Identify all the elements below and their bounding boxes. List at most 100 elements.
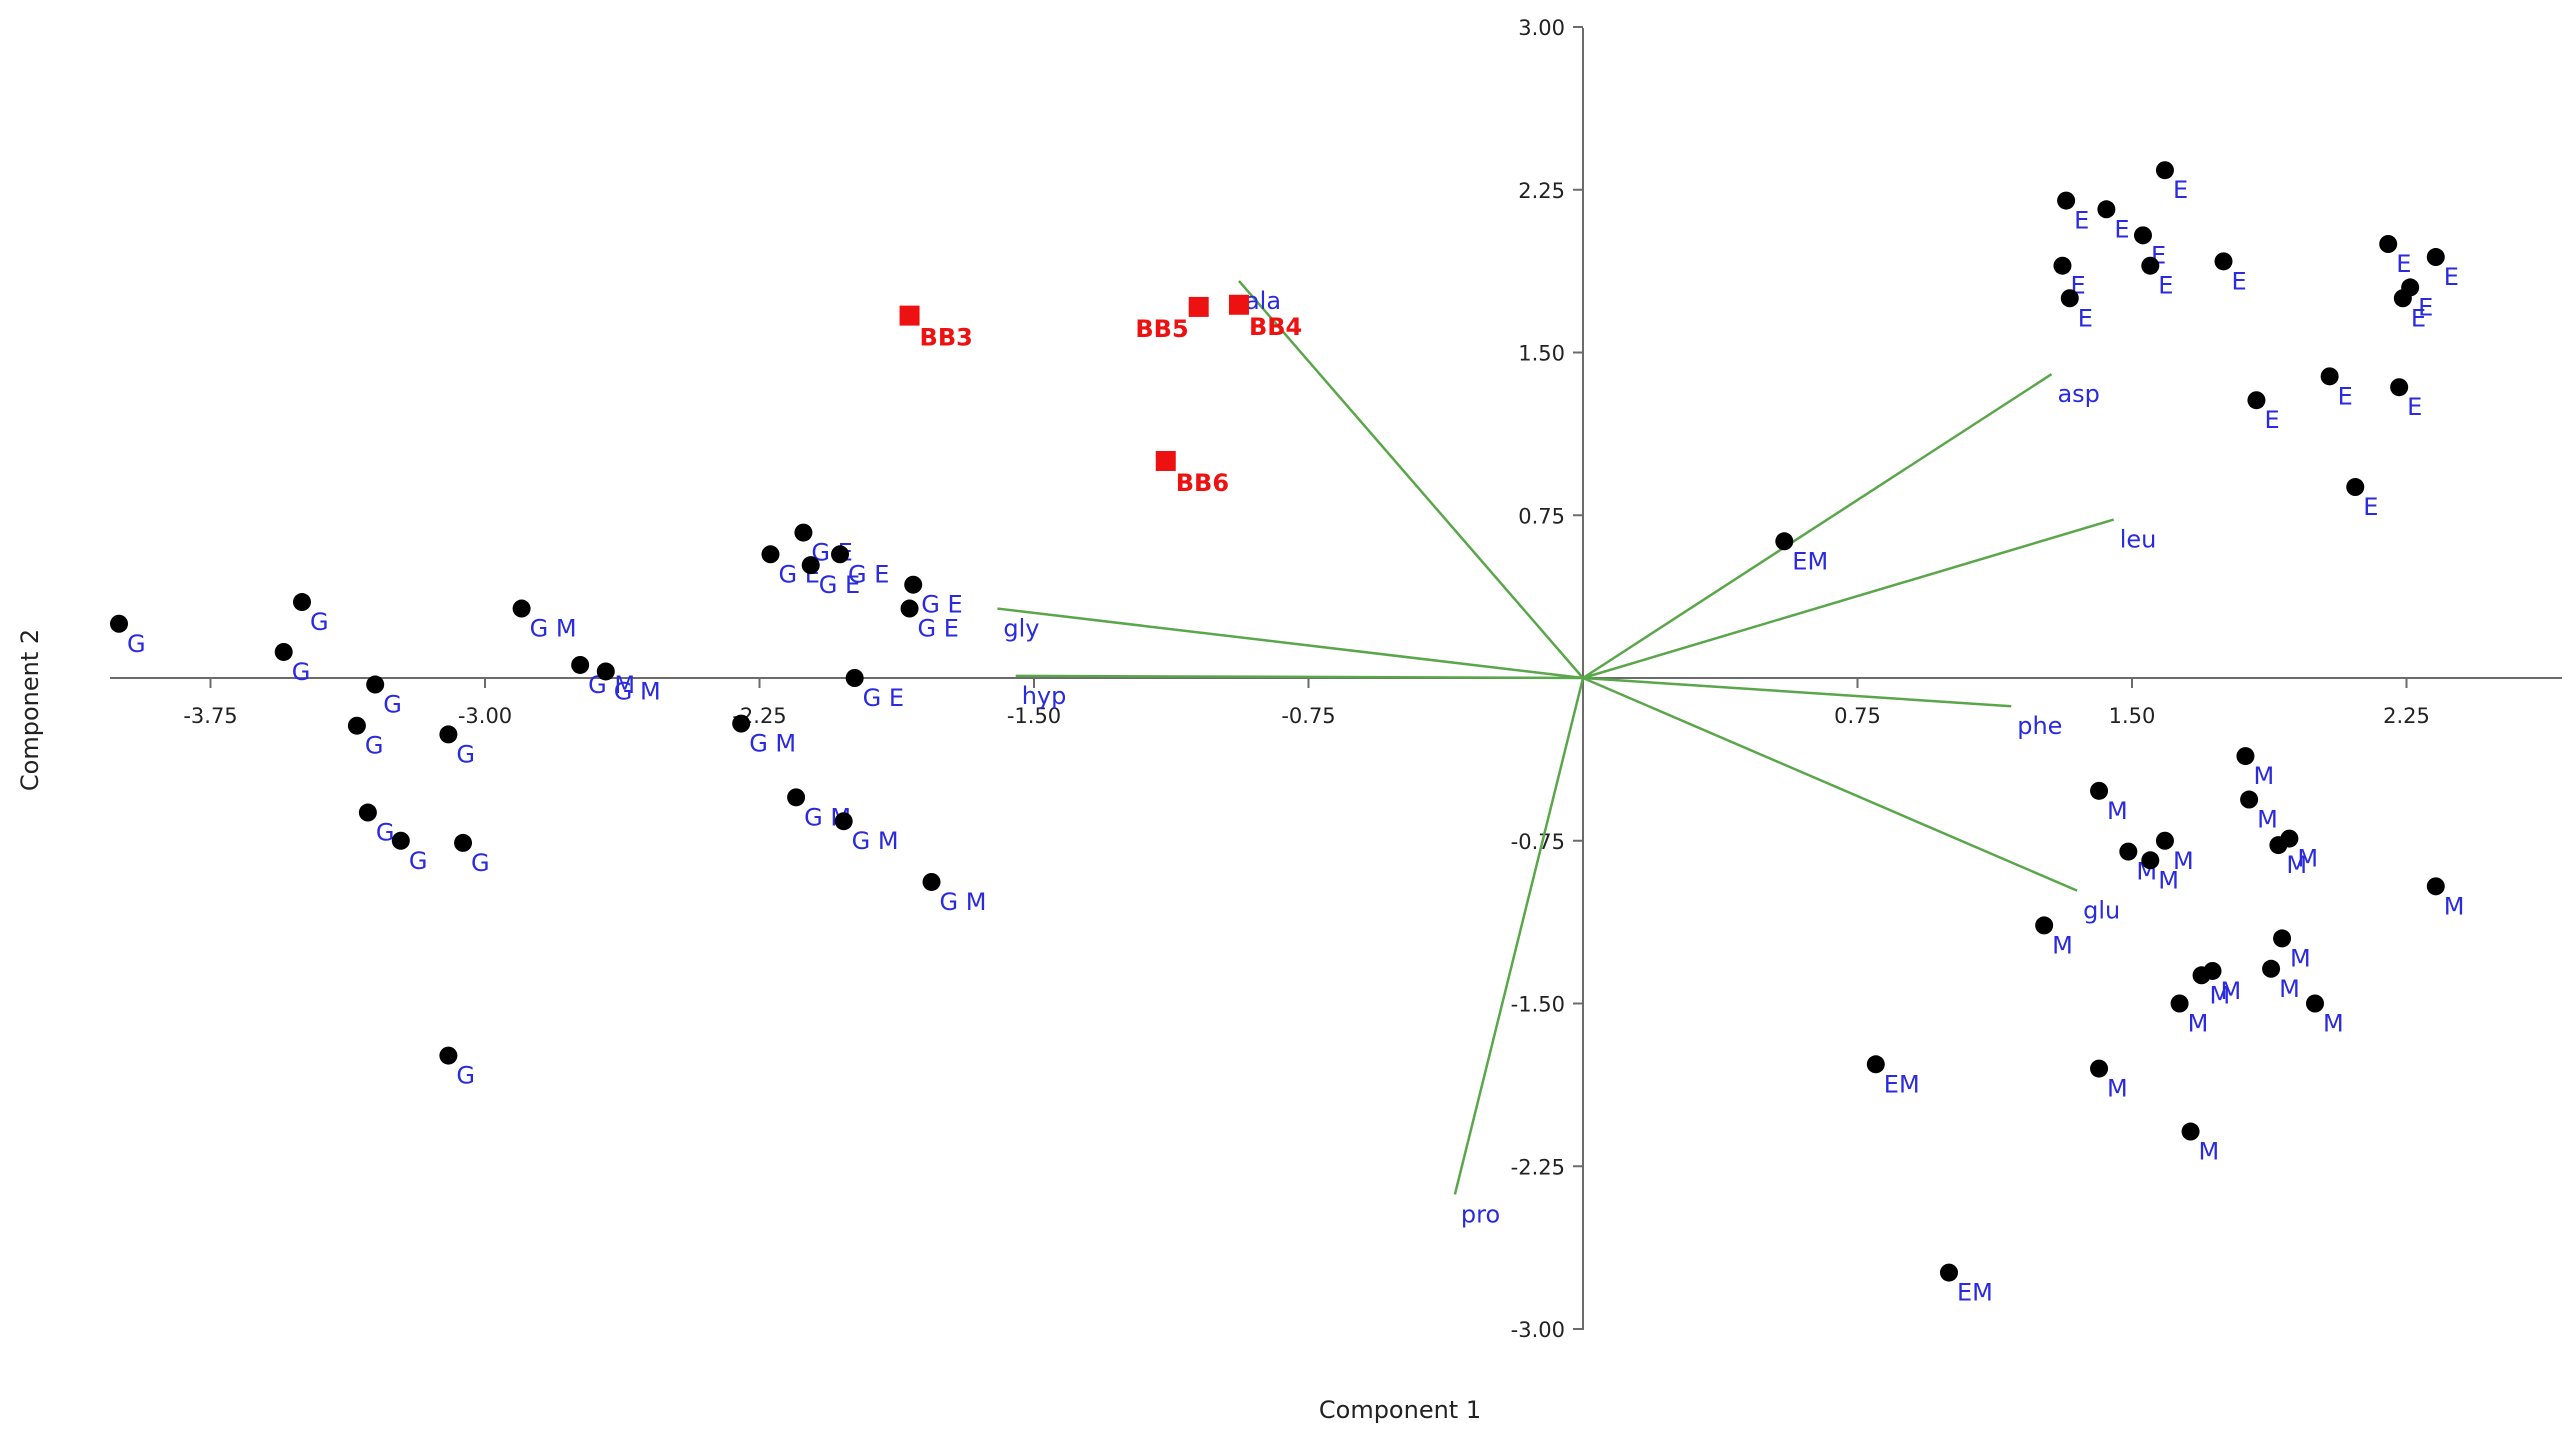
loading-label-hyp: hyp xyxy=(1022,682,1067,710)
sample-point xyxy=(845,669,864,687)
sample-point-label: E xyxy=(2444,263,2459,291)
sample-point-label: G xyxy=(376,819,395,847)
loading-label-glu: glu xyxy=(2083,897,2120,925)
sample-point xyxy=(512,599,531,618)
x-tick-label: -3.00 xyxy=(458,704,512,728)
sample-point-label: M xyxy=(2188,1010,2209,1038)
sample-point-label: M xyxy=(2279,975,2300,1003)
sample-point xyxy=(2320,367,2339,386)
sample-point-label: G xyxy=(310,608,329,636)
y-tick-label: -3.00 xyxy=(1511,1318,1565,1342)
loading-label-pro: pro xyxy=(1461,1200,1500,1228)
sample-point-label: G E xyxy=(918,615,959,643)
sample-point-label: G xyxy=(292,658,311,686)
sample-point-label: EM xyxy=(1957,1279,1993,1307)
sample-point xyxy=(2133,226,2152,245)
sample-point xyxy=(831,545,850,564)
sample-point-label: M xyxy=(2052,931,2073,959)
reference-marker-bb5 xyxy=(1188,296,1209,317)
loading-line-asp xyxy=(1582,373,2053,680)
x-tick-label: 0.75 xyxy=(1834,704,1881,728)
loading-label-ala: ala xyxy=(1245,287,1281,315)
x-tick-label: -3.75 xyxy=(183,704,237,728)
sample-point-label: E xyxy=(2411,304,2426,332)
sample-point xyxy=(900,599,919,618)
sample-point-label: M xyxy=(2173,847,2194,875)
sample-point xyxy=(110,614,128,633)
sample-point-label: M xyxy=(2158,866,2179,894)
reference-label-bb4: BB4 xyxy=(1249,313,1302,341)
sample-point-label: EM xyxy=(1884,1070,1920,1098)
sample-point-label: G xyxy=(127,630,146,658)
sample-point xyxy=(439,725,458,744)
reference-label-bb6: BB6 xyxy=(1176,469,1229,497)
y-tick-label: 0.75 xyxy=(1518,504,1565,528)
sample-point-label: M xyxy=(2257,806,2278,834)
sample-point-label: E xyxy=(2114,215,2129,243)
sample-point xyxy=(274,642,293,661)
sample-point xyxy=(2141,256,2160,275)
sample-point xyxy=(2214,252,2233,271)
sample-point-label: M xyxy=(2107,797,2128,825)
sample-point xyxy=(2247,391,2266,410)
sample-point-label: EM xyxy=(1792,547,1828,575)
sample-point-label: M xyxy=(2286,851,2307,879)
sample-point xyxy=(366,675,385,694)
sample-point xyxy=(1866,1055,1885,1074)
y-tick-label: -0.75 xyxy=(1511,830,1565,854)
sample-point-label: E xyxy=(2338,382,2353,410)
sample-point xyxy=(2181,1122,2200,1141)
x-tick-label: -0.75 xyxy=(1281,704,1335,728)
sample-point xyxy=(2426,877,2445,896)
sample-point-label: G M xyxy=(749,730,796,758)
sample-point-label: M xyxy=(2290,944,2311,972)
sample-point xyxy=(2119,842,2138,861)
loading-line-hyp xyxy=(1015,674,1584,680)
sample-point xyxy=(2346,478,2365,497)
loading-line-phe xyxy=(1582,676,2012,708)
sample-point xyxy=(787,788,806,807)
sample-point-label: M xyxy=(2107,1075,2128,1103)
sample-point xyxy=(2035,916,2054,935)
sample-point-label: M xyxy=(2297,845,2318,873)
loading-label-gly: gly xyxy=(1003,615,1039,643)
sample-point xyxy=(2097,200,2116,219)
sample-point xyxy=(2236,747,2255,766)
y-axis-title: Component 2 xyxy=(16,629,44,791)
loading-line-gly xyxy=(997,607,1584,680)
x-axis-title: Component 1 xyxy=(1319,1396,1481,1424)
sample-point xyxy=(732,714,751,733)
sample-point xyxy=(2379,235,2398,253)
x-tick-label: 2.25 xyxy=(2383,704,2430,728)
sample-point-label: G xyxy=(471,849,490,877)
sample-point xyxy=(439,1046,458,1065)
sample-point-label: G M xyxy=(530,615,577,643)
sample-point xyxy=(2280,829,2299,848)
sample-point xyxy=(2262,959,2281,978)
sample-point-label: E xyxy=(2418,293,2433,321)
sample-point xyxy=(2155,831,2174,850)
sample-point-label: G xyxy=(456,740,475,768)
sample-point xyxy=(904,575,923,594)
sample-point-label: M xyxy=(2210,981,2231,1009)
sample-point xyxy=(391,831,410,850)
sample-point-label: G E xyxy=(819,571,860,599)
sample-point xyxy=(2192,966,2211,985)
sample-point-label: G xyxy=(383,691,402,719)
sample-point xyxy=(2090,781,2109,800)
sample-point xyxy=(2141,851,2160,870)
sample-point xyxy=(2393,289,2412,308)
x-tick-label: 1.50 xyxy=(2109,704,2156,728)
sample-point-label: M xyxy=(2199,1138,2220,1166)
sample-point-label: G E xyxy=(863,684,904,712)
sample-point xyxy=(347,716,366,735)
sample-point xyxy=(2090,1059,2109,1078)
sample-point xyxy=(2306,994,2324,1013)
sample-point xyxy=(293,593,311,612)
sample-point-label: E xyxy=(2407,393,2422,421)
y-tick-label: -2.25 xyxy=(1511,1155,1565,1179)
reference-points: BB3 BB5 BB4 BB6 xyxy=(899,294,1302,497)
sample-point-label: M xyxy=(2323,1010,2344,1038)
